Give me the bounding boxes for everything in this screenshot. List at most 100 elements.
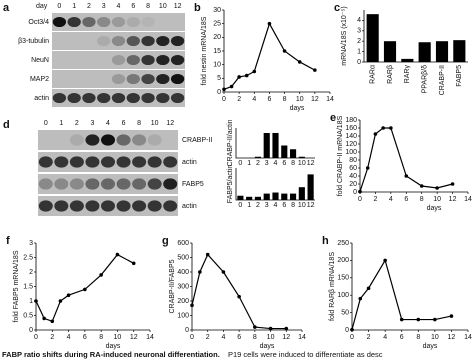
blot-band: [67, 16, 81, 28]
y-tick-label: 3: [29, 240, 33, 247]
lane-label: 12: [174, 3, 182, 10]
bar: [435, 41, 449, 62]
y-tick-label: 2.5: [23, 254, 33, 261]
x-tick-label: 12: [130, 334, 138, 341]
panel-label: h: [322, 235, 329, 247]
axes: [223, 10, 330, 93]
point: [381, 126, 385, 130]
blot-row-label: Oct3/4: [28, 19, 49, 26]
point: [131, 261, 136, 266]
y-tick-label: 100: [177, 312, 189, 319]
y-tick-label: 3: [357, 28, 361, 35]
point: [284, 326, 289, 331]
blot-band: [126, 35, 140, 47]
y-tick-label: 100: [345, 149, 357, 156]
point: [42, 316, 46, 321]
blot-band: [116, 156, 131, 168]
lane-label: 0: [44, 120, 48, 127]
y-tick-label: 300: [177, 283, 189, 290]
blot-band: [82, 16, 96, 28]
panel-label: d: [3, 119, 10, 131]
blot-strip: [52, 32, 185, 50]
lane-label: 6: [131, 3, 135, 10]
x-tick-label: 4: [274, 160, 278, 167]
x-tick-label: RARα: [370, 65, 377, 84]
point: [99, 273, 103, 277]
bar: [401, 58, 414, 62]
y-tick-label: 400: [177, 269, 189, 276]
blot-band: [111, 92, 126, 104]
blot-band: [141, 92, 155, 104]
bar: [298, 187, 305, 200]
panel-label: e: [330, 112, 336, 124]
point: [404, 174, 409, 178]
y-tick-label: 1: [357, 48, 361, 55]
point: [237, 294, 241, 299]
point: [66, 293, 71, 298]
point: [222, 87, 226, 92]
blot-band: [97, 16, 111, 28]
blot-band: [82, 92, 96, 104]
point: [267, 21, 272, 26]
bar: [289, 193, 297, 200]
blot-band: [156, 73, 170, 85]
x-tick-label: 10: [296, 96, 304, 103]
x-tick-label: 6: [267, 96, 271, 103]
x-tick-label: 12: [311, 96, 319, 103]
caption-bold: FABP ratio shifts during RA-induced neur…: [2, 350, 220, 359]
blot-band: [141, 73, 155, 85]
y-tick-label: 0: [357, 59, 361, 66]
blot-band: [54, 200, 69, 212]
axes: [235, 168, 315, 201]
y-tick-label: 5: [217, 75, 221, 82]
y-axis-label: fold FABP5 mRNA/18S: [13, 250, 20, 322]
blot-band: [111, 16, 126, 28]
point: [365, 166, 370, 170]
x-tick-label: 6: [83, 334, 87, 341]
y-tick-label: 180: [345, 117, 357, 124]
bar: [281, 145, 288, 158]
blot-band: [111, 73, 126, 85]
point: [383, 258, 387, 263]
x-tick-label: 6: [237, 334, 241, 341]
x-axis-label: days: [290, 105, 305, 112]
lane-label: 3: [90, 120, 94, 127]
x-tick-label: 0: [238, 160, 242, 167]
blot-band: [156, 54, 170, 66]
blot-band: [111, 35, 126, 47]
x-tick-label: 0: [238, 202, 242, 209]
axes: [363, 10, 468, 63]
point: [282, 49, 287, 53]
bar: [281, 193, 288, 200]
day-label: day: [36, 3, 48, 10]
y-tick-label: 2: [357, 38, 361, 45]
blot-row-label: actin: [182, 203, 197, 210]
y-axis-label: CRABP-II/FABP5: [169, 259, 176, 313]
line: [223, 22, 316, 90]
line: [191, 253, 287, 330]
point: [190, 303, 194, 308]
bar: [453, 40, 466, 62]
blot-band: [116, 178, 131, 190]
blot-band: [85, 178, 100, 190]
x-tick-label: 14: [146, 334, 154, 341]
x-tick-label: 10: [298, 160, 306, 167]
line: [359, 127, 453, 192]
bar: [272, 192, 279, 200]
x-tick-label: 2: [373, 196, 377, 203]
lane-label: 1: [72, 3, 76, 10]
lane-label: 1: [59, 120, 63, 127]
blot-row-label: NeuN: [31, 57, 49, 64]
x-tick-label: 2: [256, 160, 260, 167]
lane-label: 4: [117, 3, 121, 10]
point: [373, 132, 378, 136]
point: [115, 252, 120, 257]
x-tick-label: 0: [34, 334, 38, 341]
point: [419, 184, 424, 188]
y-tick-label: 0: [217, 89, 221, 96]
blot-band: [38, 178, 53, 190]
blot-band: [170, 92, 185, 104]
blot-band: [132, 200, 147, 212]
point: [205, 252, 210, 257]
